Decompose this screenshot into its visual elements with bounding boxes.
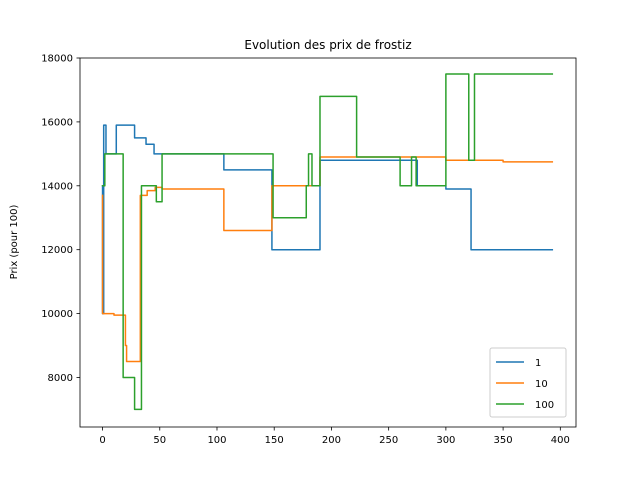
x-tick-label-250: 250 (379, 435, 398, 446)
legend-label-100: 100 (535, 400, 554, 411)
x-tick-label-400: 400 (551, 435, 570, 446)
legend-box (489, 347, 567, 418)
y-tick-label-12000: 12000 (41, 245, 73, 256)
y-tick-label-10000: 10000 (41, 309, 73, 320)
y-tick-label-8000: 8000 (48, 373, 73, 384)
plot-frame (79, 57, 577, 428)
y-axis-label: Prix (pour 100) (9, 204, 20, 279)
series-line-100 (101, 73, 554, 411)
y-tick-label-14000: 14000 (41, 181, 73, 192)
chart-title: Evolution des prix de frostiz (244, 38, 411, 52)
legend-label-1: 1 (535, 358, 541, 369)
y-tick-label-16000: 16000 (41, 117, 73, 128)
x-tick-label-350: 350 (494, 435, 513, 446)
x-tick-label-200: 200 (322, 435, 341, 446)
legend: 1 10 100 (489, 347, 567, 418)
legend-label-10: 10 (535, 379, 548, 390)
y-tick-label-18000: 18000 (41, 54, 73, 65)
x-tick-label-50: 50 (153, 435, 166, 446)
x-tick-label-100: 100 (207, 435, 226, 446)
plot-area: 0 50 100 150 200 250 300 350 400 8000 10000 12000 14… (41, 54, 577, 446)
x-tick-label-0: 0 (99, 435, 105, 446)
series-line-10 (101, 156, 554, 363)
x-tick-label-150: 150 (265, 435, 284, 446)
x-tick-label-300: 300 (436, 435, 455, 446)
